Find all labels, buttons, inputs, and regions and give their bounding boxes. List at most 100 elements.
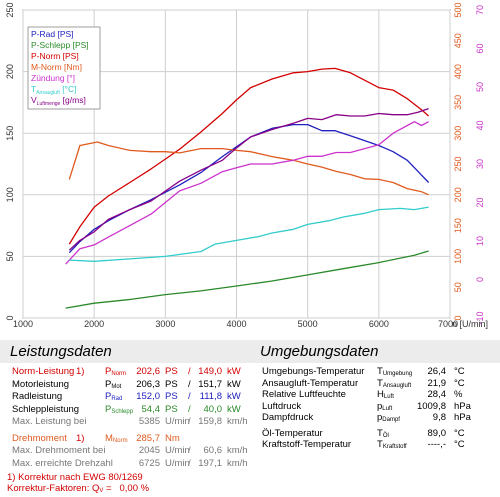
leistung-value-1: 285,7 <box>136 432 160 444</box>
umgebung-label: Dampfdruck <box>262 412 314 423</box>
y-torque-tick-label: 500 <box>453 2 463 17</box>
leistung-value-2: 197,1 <box>198 457 222 469</box>
y-torque-tick-label: 0 <box>453 315 463 320</box>
umgebungsdaten-title: Umgebungsdaten <box>250 340 500 363</box>
umgebung-unit: % <box>454 389 463 400</box>
leistung-row: Max. Drehmoment bei 2045 U/min/ 60,6 km/h <box>0 445 250 457</box>
y-ignition-tick-label: 20 <box>475 197 485 207</box>
leistung-value-1: 202,6 <box>136 366 160 377</box>
legend-entry: VLuftmenge [g/ms] <box>31 95 86 107</box>
leistung-unit-2: kW <box>227 366 241 377</box>
leistung-value-1: 6725 <box>138 457 160 469</box>
leistung-symbol: PMot <box>105 378 122 390</box>
umgebung-unit: hPa <box>454 412 471 423</box>
footnote-correction-text: Korrektur-Faktoren: QV = 0,00 % <box>7 483 150 494</box>
leistung-symbol: PNorm <box>105 366 127 377</box>
y-left-tick-label: 250 <box>5 2 15 17</box>
legend-entry: P-Norm [PS] <box>31 51 79 61</box>
series-line <box>68 107 429 251</box>
umgebung-value: 9,8 <box>432 412 446 423</box>
umgebung-symbol: pDampf <box>377 412 400 423</box>
umgebung-label: Umgebungs-Temperatur <box>262 366 365 377</box>
leistung-label: Radleistung <box>12 391 63 402</box>
y-ignition-tick-label: 40 <box>475 120 485 130</box>
y-ignition-tick-label: 60 <box>475 43 485 53</box>
leistung-unit-2: kW <box>227 403 241 415</box>
umgebung-unit: °C <box>454 439 465 450</box>
x-tick-label: 3000 <box>155 319 175 329</box>
legend-box <box>27 26 101 110</box>
y-torque-tick-label: 100 <box>453 249 463 264</box>
umgebung-value: 26,4 <box>427 366 447 377</box>
leistungsdaten-panel: Leistungsdaten Norm-Leistung 1) PNorm 202,6… <box>0 340 250 494</box>
y-left-tick-label: 100 <box>5 187 15 202</box>
y-torque-tick-label: 200 <box>453 187 463 202</box>
leistung-unit-1: U/min <box>165 445 190 456</box>
x-tick-label: 4000 <box>226 319 246 329</box>
leistung-label: Max. erreichte Drehzahl <box>12 457 113 469</box>
series-group <box>65 67 430 309</box>
leistung-unit-1: PS <box>165 378 178 390</box>
umgebung-symbol: TÖl <box>377 427 389 439</box>
y-torque-tick-label: 400 <box>453 64 463 79</box>
leistung-slash: / <box>188 457 191 469</box>
umgebung-unit: °C <box>454 427 465 439</box>
footnote-correction: Korrektur-Faktoren: QV = 0,00 % <box>7 483 250 495</box>
umgebung-value: ----,- <box>427 439 446 450</box>
y-torque-tick-label: 450 <box>453 33 463 48</box>
y-ignition-tick-label: 50 <box>475 82 485 92</box>
leistung-label: Motorleistung <box>12 378 70 390</box>
umgebung-row: Ansaugluft-Temperatur TAnsaugluft 21,9 °C <box>250 378 500 390</box>
leistung-unit-1: PS <box>165 366 178 377</box>
leistung-footnote-mark: 1) <box>76 432 85 444</box>
leistung-value-2: 60,6 <box>203 445 223 456</box>
umgebung-symbol: TUmgebung <box>377 366 413 377</box>
umgebung-row: Umgebungs-Temperatur TUmgebung 26,4 °C <box>250 366 500 378</box>
umgebungsdaten-panel: Umgebungsdaten Umgebungs-Temperatur TUmge… <box>250 340 500 486</box>
y-torque-tick-label: 300 <box>453 126 463 141</box>
umgebung-label: Kraftstoff-Temperatur <box>262 439 352 450</box>
y-torque-tick-label: 50 <box>453 282 463 292</box>
leistung-label: Norm-Leistung <box>12 366 75 377</box>
footnote-ewg-text: 1) Korrektur nach EWG 80/1269 <box>7 472 143 483</box>
umgebung-unit: °C <box>454 377 465 389</box>
umgebung-label: Öl-Temperatur <box>262 427 323 439</box>
leistung-value-2: 159,8 <box>198 416 222 427</box>
leistung-footnote-mark: 1) <box>76 366 85 377</box>
leistung-row: Norm-Leistung 1) PNorm 202,6 PS / 149,0 kW <box>0 366 250 378</box>
leistung-row: Max. erreichte Drehzahl 6725 U/min/ 197,1 km… <box>0 458 250 470</box>
x-tick-label: 6000 <box>369 319 389 329</box>
y-left-tick-label: 200 <box>5 64 15 79</box>
leistung-value-2: 151,7 <box>198 378 222 390</box>
umgebung-label: Relative Luftfeuchte <box>262 389 346 400</box>
x-tick-label: 1000 <box>13 319 33 329</box>
leistung-slash: / <box>188 366 191 377</box>
x-tick-label: 2000 <box>84 319 104 329</box>
y-ignition-tick-label: -10 <box>475 311 485 324</box>
leistung-label: Max. Leistung bei <box>12 416 87 427</box>
leistung-unit-2: kW <box>227 378 241 390</box>
leistung-unit-2: kW <box>227 391 241 402</box>
leistung-symbol: PSchlepp <box>105 403 134 415</box>
umgebung-label: Ansaugluft-Temperatur <box>262 377 359 389</box>
dyno-chart: 1000 2000 3000 4000 5000 6000 7000050100150200… <box>5 2 488 329</box>
axes-labels: 1000 2000 3000 4000 5000 6000 7000050100150200… <box>5 2 488 329</box>
leistung-value-2: 40,0 <box>203 403 223 415</box>
leistung-unit-2: km/h <box>227 416 248 427</box>
umgebung-symbol: HLuft <box>377 389 394 400</box>
leistung-row: Drehmoment 1) MNorm 285,7 Nm <box>0 433 250 445</box>
leistung-unit-2: km/h <box>227 457 248 469</box>
leistungsdaten-title: Leistungsdaten <box>0 340 250 363</box>
y-left-tick-label: 50 <box>5 251 15 261</box>
leistung-value-1: 152,0 <box>136 391 160 402</box>
x-tick-label: 7000 <box>438 319 458 329</box>
legend-entry: P-Rad [PS] <box>31 29 74 39</box>
leistung-value-1: 54,4 <box>141 403 161 415</box>
x-axis-label: n [U/min] <box>452 319 488 329</box>
y-left-tick-label: 150 <box>5 126 15 141</box>
series-line <box>69 206 429 262</box>
leistung-value-2: 149,0 <box>198 366 222 377</box>
legend-entry: M-Norm [Nm] <box>31 62 82 72</box>
umgebung-row: Luftdruck pLuft 1009,8 hPa <box>250 401 500 413</box>
legend: P-Rad [PS]P-Schlepp [PS]P-Norm [PS]M-Nor… <box>27 26 101 110</box>
